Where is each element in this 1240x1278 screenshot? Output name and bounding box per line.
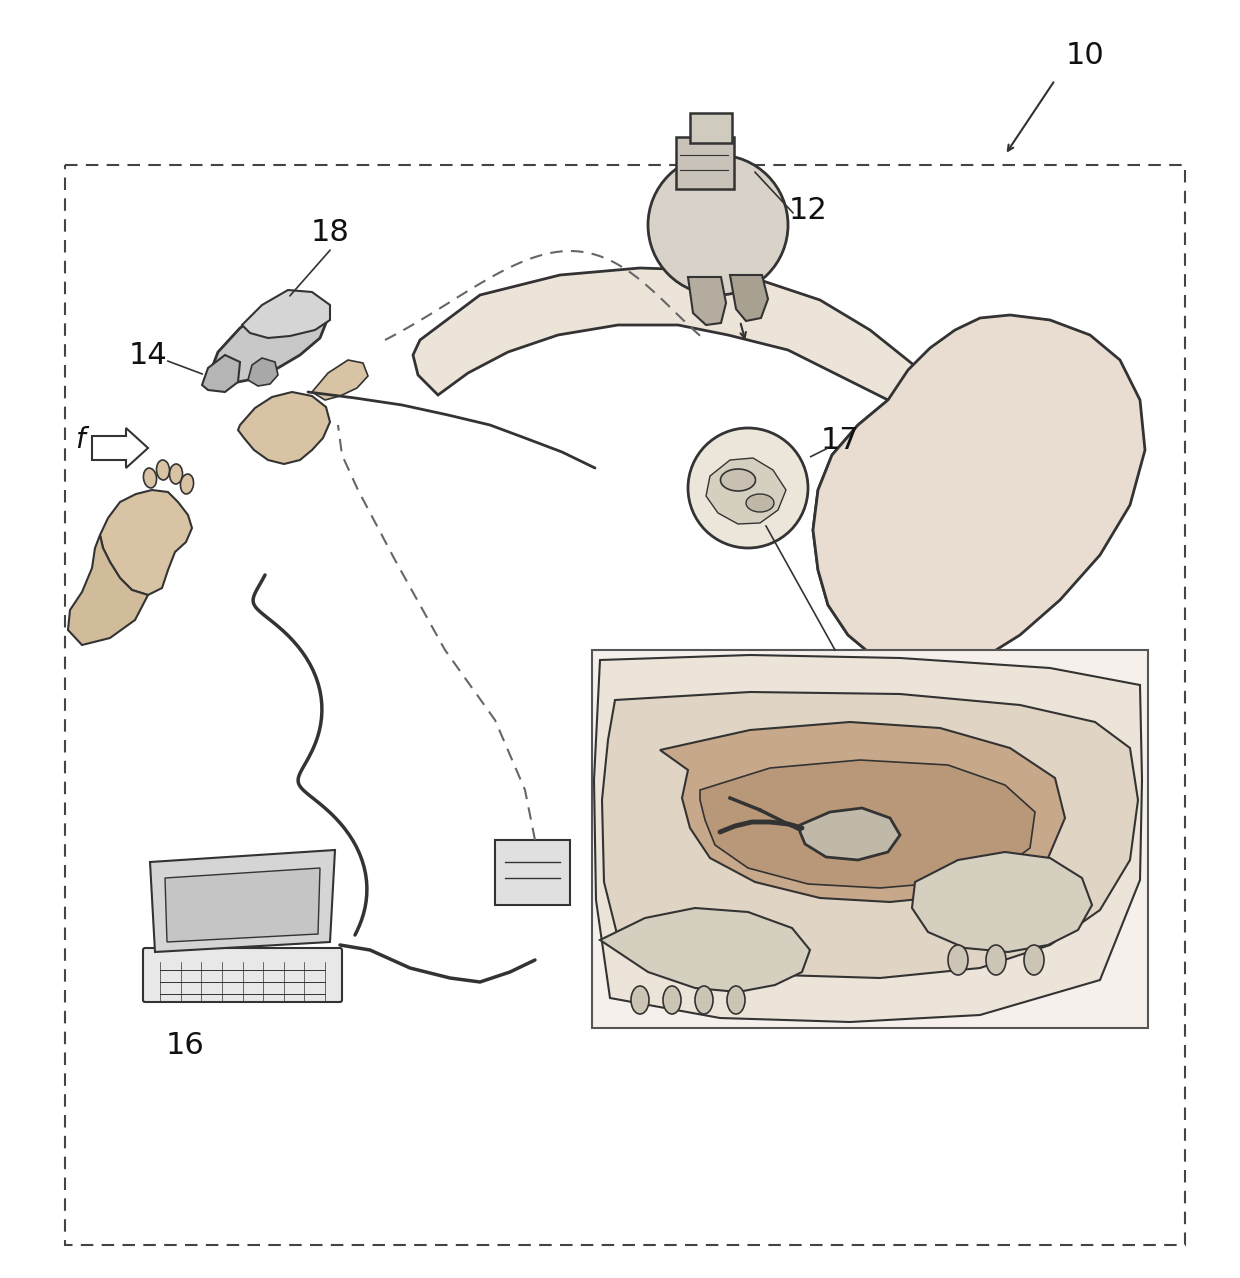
Polygon shape bbox=[208, 300, 329, 382]
Ellipse shape bbox=[986, 944, 1006, 975]
Text: 14: 14 bbox=[129, 340, 167, 369]
Polygon shape bbox=[701, 760, 1035, 888]
Ellipse shape bbox=[1024, 944, 1044, 975]
Polygon shape bbox=[92, 428, 148, 468]
Ellipse shape bbox=[949, 944, 968, 975]
Polygon shape bbox=[248, 358, 278, 386]
Text: 16: 16 bbox=[166, 1030, 205, 1059]
Ellipse shape bbox=[720, 469, 755, 491]
FancyBboxPatch shape bbox=[143, 948, 342, 1002]
Ellipse shape bbox=[631, 987, 649, 1013]
Polygon shape bbox=[202, 355, 241, 392]
Polygon shape bbox=[911, 852, 1092, 952]
Ellipse shape bbox=[663, 987, 681, 1013]
Polygon shape bbox=[150, 850, 335, 952]
Text: 10: 10 bbox=[1065, 41, 1105, 69]
Bar bbox=[689, 112, 732, 143]
Polygon shape bbox=[242, 290, 330, 337]
Ellipse shape bbox=[727, 987, 745, 1013]
Polygon shape bbox=[312, 360, 368, 400]
Bar bbox=[64, 165, 1185, 1245]
Polygon shape bbox=[601, 691, 1138, 978]
Circle shape bbox=[688, 428, 808, 548]
Ellipse shape bbox=[156, 460, 170, 481]
Polygon shape bbox=[660, 722, 1065, 902]
Ellipse shape bbox=[144, 468, 156, 488]
Polygon shape bbox=[413, 268, 1004, 674]
Polygon shape bbox=[68, 535, 148, 645]
Polygon shape bbox=[238, 392, 330, 464]
Polygon shape bbox=[813, 314, 1145, 674]
Polygon shape bbox=[600, 907, 810, 992]
Text: 12: 12 bbox=[789, 196, 827, 225]
Bar bbox=[676, 137, 734, 189]
Ellipse shape bbox=[181, 474, 193, 495]
Polygon shape bbox=[100, 489, 192, 596]
Ellipse shape bbox=[746, 495, 774, 512]
Polygon shape bbox=[165, 868, 320, 942]
Polygon shape bbox=[688, 277, 725, 325]
Ellipse shape bbox=[170, 464, 182, 484]
Bar bbox=[495, 840, 570, 905]
Polygon shape bbox=[730, 275, 768, 321]
Circle shape bbox=[649, 155, 787, 295]
Text: 17: 17 bbox=[821, 426, 859, 455]
Text: 18: 18 bbox=[310, 217, 350, 247]
Bar bbox=[591, 651, 1148, 1028]
Text: f: f bbox=[76, 426, 84, 454]
Polygon shape bbox=[594, 656, 1142, 1022]
Ellipse shape bbox=[694, 987, 713, 1013]
Polygon shape bbox=[800, 808, 900, 860]
Polygon shape bbox=[706, 458, 786, 524]
